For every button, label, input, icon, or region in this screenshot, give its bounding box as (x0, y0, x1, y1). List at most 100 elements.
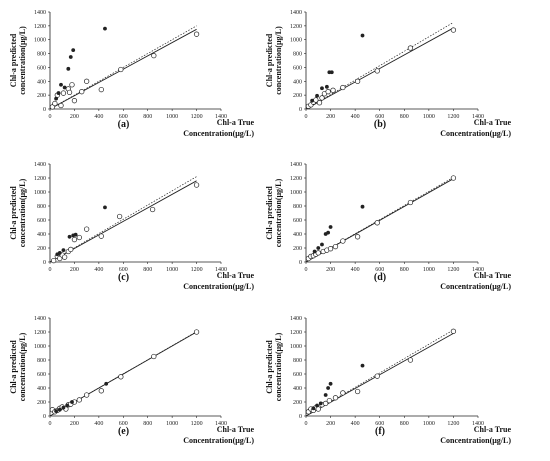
data-point-filled (312, 249, 317, 254)
fit-line (305, 27, 454, 110)
data-point-filled (65, 403, 69, 408)
y-tick-label: 0 (43, 414, 46, 420)
x-tick-label: 400 (94, 421, 103, 427)
x-tick-label: 200 (70, 267, 79, 273)
x-tick-label: 600 (119, 267, 128, 273)
x-tick-label: 800 (400, 114, 409, 120)
x-tick-label: 1400 (215, 421, 227, 427)
data-point-filled (318, 401, 323, 406)
x-tick-label: 800 (143, 421, 152, 427)
y-tick-label: 400 (293, 79, 302, 85)
x-tick-label: 400 (94, 267, 103, 273)
data-point-filled (61, 405, 66, 410)
data-point-open (319, 95, 325, 101)
data-point-filled (73, 232, 78, 237)
data-point-filled (316, 246, 321, 250)
data-point-open (57, 255, 63, 262)
data-point-open (49, 104, 56, 110)
data-point-open (149, 206, 156, 213)
y-tick-label: 800 (37, 52, 46, 58)
y-tick-label: 200 (37, 400, 46, 406)
x-tick-label: 200 (70, 421, 79, 427)
y-tick-label: 1000 (290, 38, 302, 44)
y-tick-label: 1400 (34, 10, 46, 16)
data-point-filled (329, 70, 334, 75)
x-tick-label: 800 (143, 114, 152, 120)
x-tick-label: 1400 (472, 114, 484, 120)
x-tick-label: 200 (326, 421, 335, 427)
data-point-filled (67, 234, 72, 239)
data-point-filled (56, 91, 61, 95)
chart-panel-e: 0 200 400 600 800 1000 1200 1400 0 200 400 600 800 10… (9, 316, 254, 445)
y-tick-label: 600 (293, 372, 302, 378)
x-tick-label: 0 (305, 421, 308, 427)
x-tick-label: 200 (326, 267, 335, 273)
data-point-open (407, 45, 414, 51)
y-tick-label: 0 (299, 260, 302, 266)
chart-panel-d: 0 200 400 600 800 1000 1200 1400 0 200 400 600 800 10… (265, 162, 511, 291)
data-point-open (62, 254, 68, 260)
x-tick-label: 1200 (447, 267, 459, 273)
data-point-open (374, 373, 380, 379)
data-point-open (325, 89, 331, 95)
x-axis-title-line1: Chl-a True (474, 118, 512, 127)
data-point-open (407, 357, 414, 363)
x-tick-label: 1200 (191, 267, 203, 273)
x-tick-label: 0 (49, 421, 52, 427)
data-point-open (51, 257, 57, 264)
data-point-open (68, 246, 74, 253)
data-point-filled (328, 381, 333, 386)
x-tick-label: 1000 (166, 114, 178, 120)
x-tick-label: 1200 (447, 421, 459, 427)
data-point-open (58, 102, 64, 109)
y-axis-title-line2: concentration(μg/L) (18, 332, 27, 401)
data-point-open (450, 175, 457, 181)
y-axis-title-line1: Chl-a predicted (9, 33, 18, 87)
y-tick-label: 1400 (290, 162, 302, 168)
data-point-filled (57, 407, 62, 412)
x-tick-label: 1000 (423, 421, 435, 427)
data-point-open (315, 406, 321, 412)
data-point-open (326, 397, 332, 404)
x-tick-label: 600 (375, 421, 384, 427)
chart-panel-c: 0 200 400 600 800 1000 1200 1400 0 200 400 600 800 10… (9, 162, 254, 291)
y-tick-label: 1000 (34, 38, 46, 44)
x-tick-label: 1400 (472, 267, 484, 273)
y-tick-label: 200 (293, 246, 302, 252)
x-tick-label: 1200 (447, 114, 459, 120)
data-point-open (76, 234, 82, 241)
y-tick-label: 600 (37, 65, 46, 71)
data-point-filled (323, 393, 328, 397)
panel-label: (f) (375, 426, 385, 437)
x-tick-label: 1200 (191, 421, 203, 427)
x-tick-label: 600 (119, 421, 128, 427)
data-point-filled (360, 363, 365, 368)
y-tick-label: 1200 (34, 330, 46, 336)
data-point-filled (103, 26, 107, 31)
data-point-open (52, 100, 58, 107)
x-tick-label: 1000 (166, 267, 178, 273)
y-tick-label: 400 (293, 386, 302, 392)
data-point-open (340, 84, 346, 91)
y-tick-label: 1200 (290, 330, 302, 336)
data-point-filled (320, 86, 324, 91)
y-tick-label: 1400 (34, 316, 46, 322)
chart-panel-b: 0 200 400 600 800 1000 1200 1400 0 200 400 600 800 10… (265, 10, 511, 138)
x-tick-label: 400 (94, 114, 103, 120)
chart-panel-f: 0 200 400 600 800 1000 1200 1400 0 200 400 600 800 10… (265, 316, 511, 445)
data-point-open (98, 233, 104, 239)
reference-line (305, 22, 454, 110)
x-tick-label: 400 (351, 421, 360, 427)
data-point-open (118, 374, 124, 380)
data-point-filled (57, 251, 62, 255)
x-axis-title-line1: Chl-a True (474, 271, 512, 280)
data-point-filled (59, 82, 63, 87)
x-tick-label: 1000 (423, 114, 435, 120)
data-point-filled (310, 98, 315, 103)
y-tick-label: 1400 (290, 316, 302, 322)
data-point-open (354, 234, 361, 240)
x-tick-label: 1400 (472, 421, 484, 427)
y-axis-title-line1: Chl-a predicted (9, 186, 18, 240)
